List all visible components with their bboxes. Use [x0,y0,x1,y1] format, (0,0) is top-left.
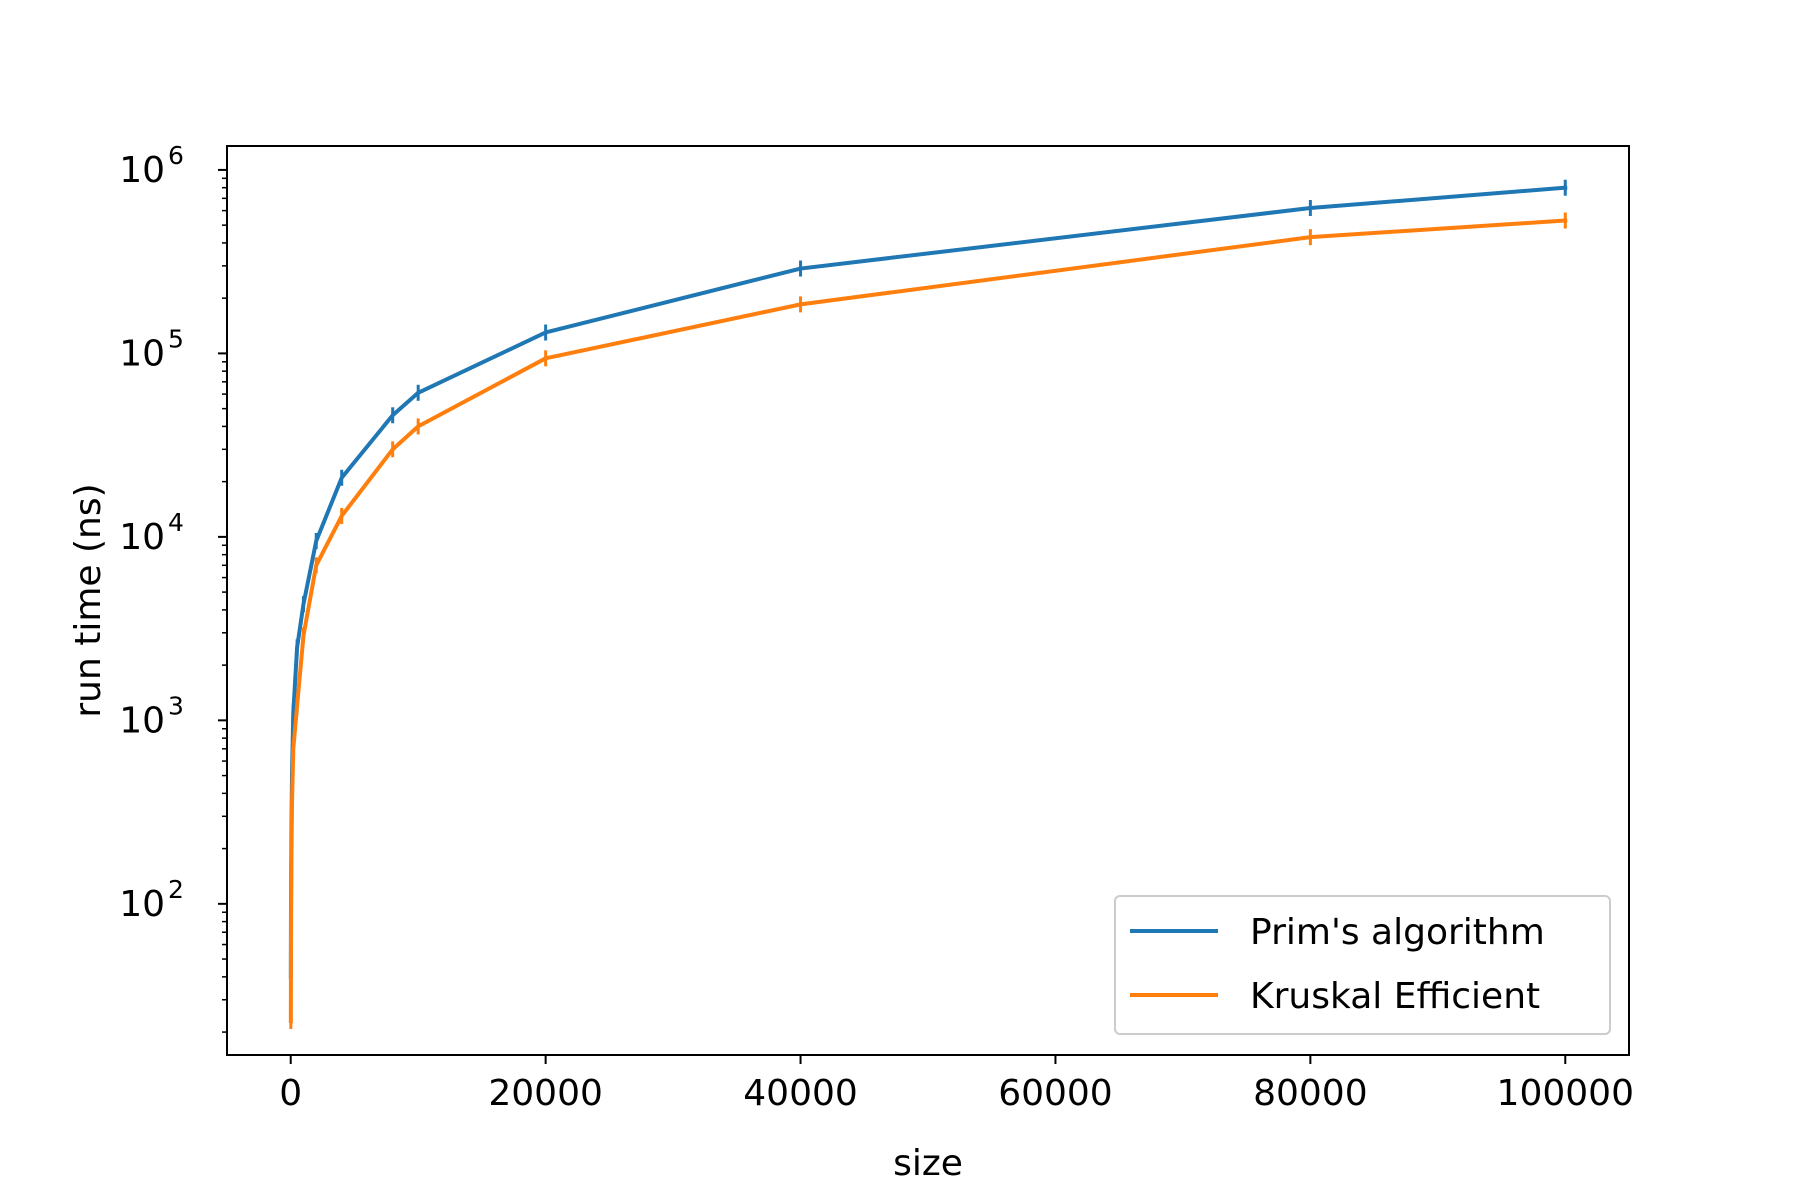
series-layer [288,179,1568,1029]
x-axis-label: size [893,1143,963,1184]
x-axis-ticks: 0 20000 40000 60000 80000 100000 [279,1055,1634,1114]
y-tick-exponent: 5 [168,324,184,353]
legend-label-kruskal: Kruskal Efficient [1250,976,1540,1017]
legend: Prim's algorithm Kruskal Efficient [1114,895,1611,1035]
legend-label-prims: Prim's algorithm [1250,912,1545,953]
x-tick-label: 0 [279,1073,302,1114]
x-tick-label: 80000 [1253,1073,1368,1114]
legend-box [1114,895,1611,1035]
y-tick-label: 10 [119,333,165,374]
y-tick-exponent: 4 [168,508,184,537]
y-tick-label: 10 [119,150,165,191]
x-tick-label: 60000 [998,1073,1113,1114]
x-tick-label: 20000 [488,1073,603,1114]
y-tick-label: 10 [119,700,165,741]
y-tick-label: 10 [119,517,165,558]
y-tick-label: 10 [119,884,165,925]
y-tick-exponent: 6 [168,141,184,170]
y-tick-exponent: 3 [168,691,184,720]
y-axis-label: run time (ns) [68,483,109,717]
x-tick-label: 40000 [743,1073,858,1114]
x-tick-label: 100000 [1497,1073,1634,1114]
y-tick-exponent: 2 [168,875,184,904]
plot-frame [226,145,1630,1056]
